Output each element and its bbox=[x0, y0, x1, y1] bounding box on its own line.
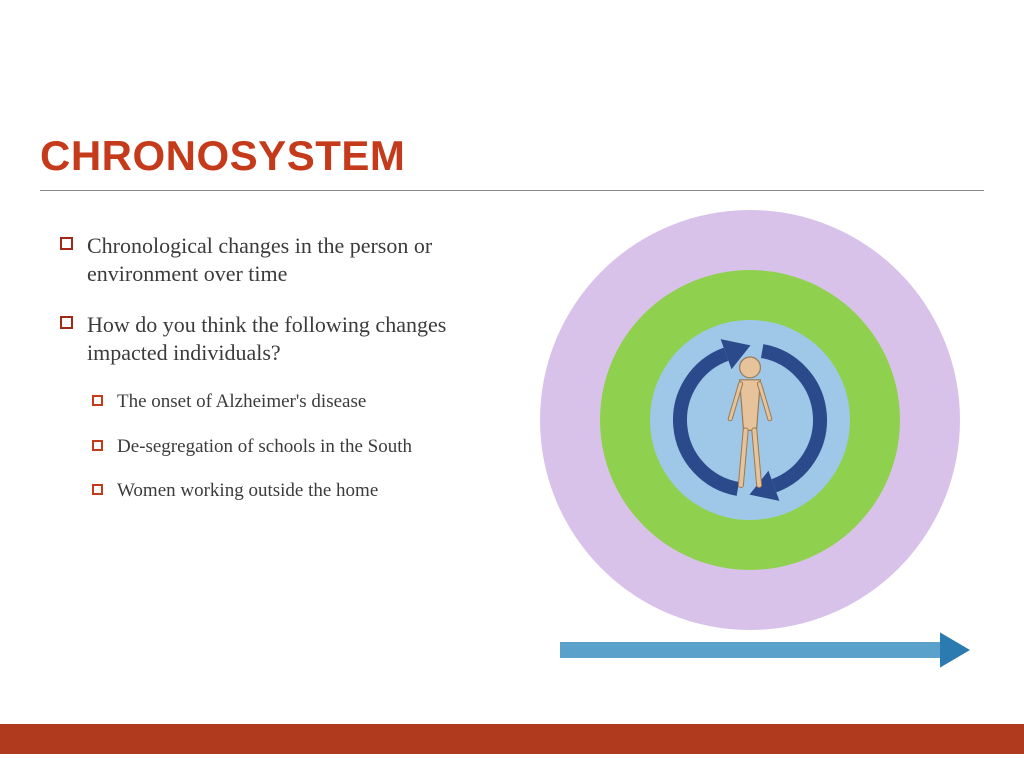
diagram-svg bbox=[520, 210, 980, 680]
bullet-sub-item: Women working outside the home bbox=[92, 479, 500, 504]
bullet-text: The onset of Alzheimer's disease bbox=[117, 390, 366, 415]
bullet-sub-item: De-segregation of schools in the South bbox=[92, 435, 500, 460]
bullet-text: De-segregation of schools in the South bbox=[117, 435, 412, 460]
title-divider bbox=[40, 190, 984, 191]
bullet-text: How do you think the following changes i… bbox=[87, 311, 500, 366]
square-bullet-icon bbox=[92, 440, 103, 451]
slide-title-text: CHRONOSYSTEM bbox=[40, 132, 405, 179]
square-bullet-icon bbox=[92, 395, 103, 406]
timeline-arrow-icon bbox=[560, 632, 970, 667]
square-bullet-icon bbox=[92, 484, 103, 495]
slide: CHRONOSYSTEM Chronological changes in th… bbox=[0, 0, 1024, 768]
bullet-text: Women working outside the home bbox=[117, 479, 378, 504]
square-bullet-icon bbox=[60, 237, 73, 250]
bullet-sub-item: The onset of Alzheimer's disease bbox=[92, 390, 500, 415]
bullet-text: Chronological changes in the person or e… bbox=[87, 232, 500, 287]
footer-accent-bar bbox=[0, 724, 1024, 754]
slide-title: CHRONOSYSTEM bbox=[40, 132, 405, 180]
bullet-item: Chronological changes in the person or e… bbox=[60, 232, 500, 287]
bullet-list: Chronological changes in the person or e… bbox=[60, 232, 500, 524]
chronosystem-diagram bbox=[520, 210, 980, 670]
square-bullet-icon bbox=[60, 316, 73, 329]
bullet-item: How do you think the following changes i… bbox=[60, 311, 500, 366]
